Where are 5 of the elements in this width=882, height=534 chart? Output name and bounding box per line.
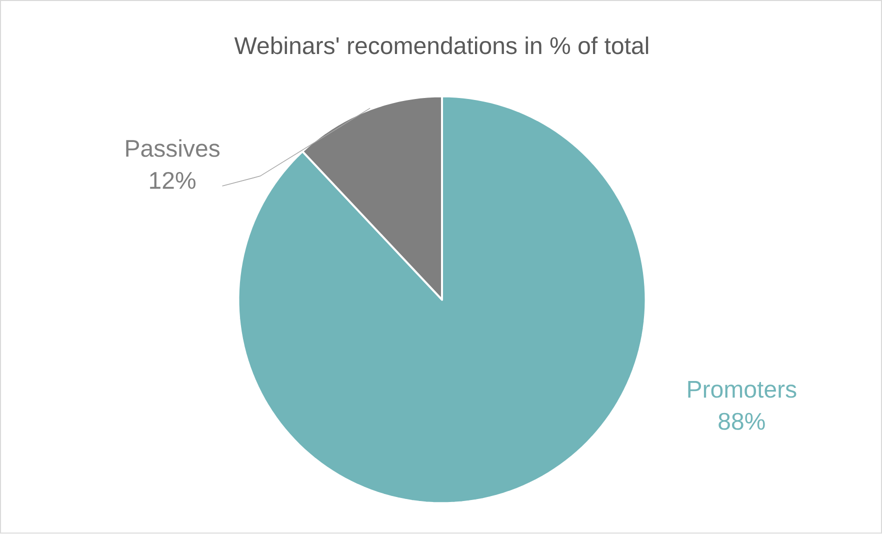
slice-label: Promoters — [688, 381, 796, 398]
chart-title: Webinars' recomendations in % of total — [234, 36, 648, 54]
slice-label: Passives — [126, 139, 220, 158]
data-label: 88% — [718, 413, 765, 430]
data-label: 12% — [150, 172, 196, 190]
